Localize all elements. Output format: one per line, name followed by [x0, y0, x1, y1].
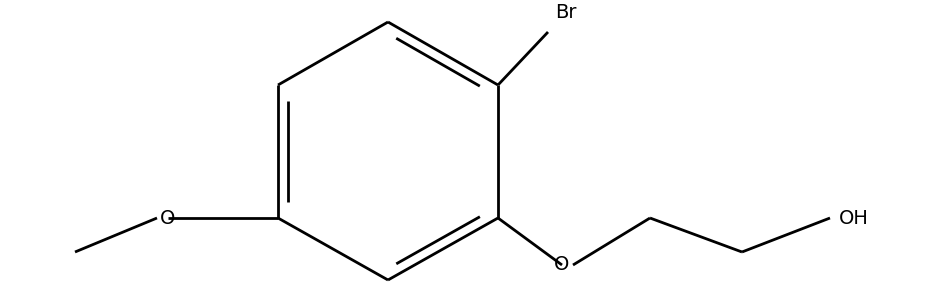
Text: O: O: [160, 208, 176, 227]
Text: Br: Br: [555, 3, 577, 22]
Text: OH: OH: [839, 208, 869, 227]
Text: O: O: [554, 255, 570, 275]
